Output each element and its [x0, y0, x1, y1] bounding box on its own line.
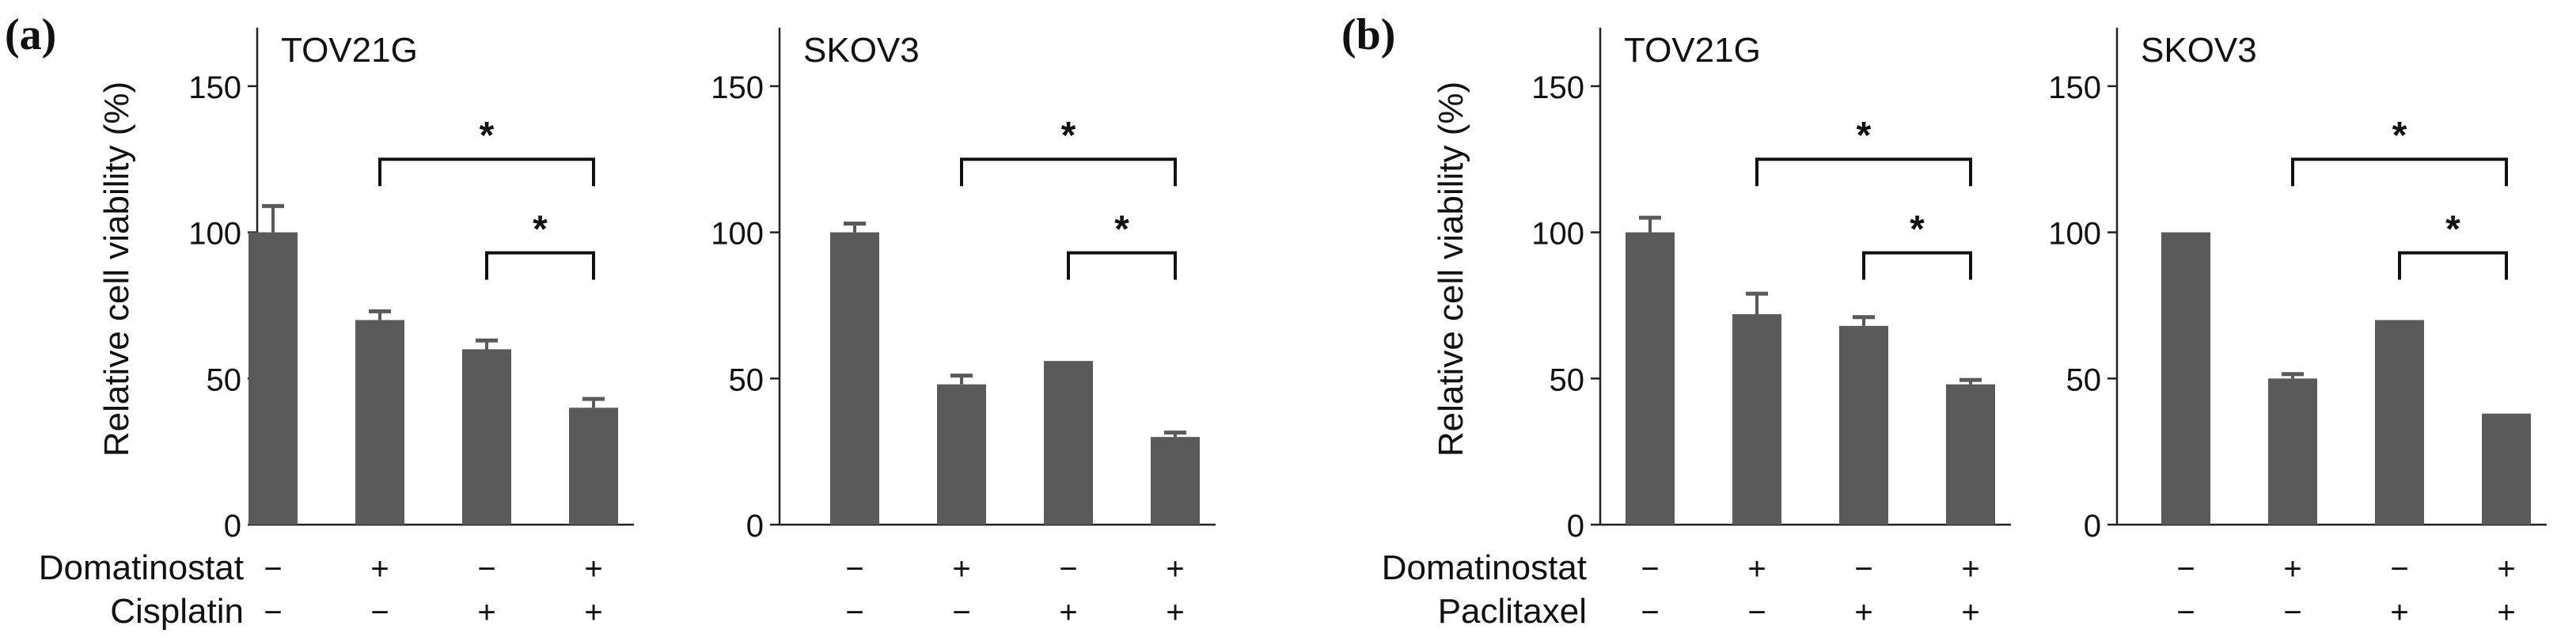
bar [2268, 378, 2317, 525]
treatment-mark: + [1747, 552, 1766, 586]
significance-bracket [1067, 251, 1177, 280]
significance-star: * [480, 115, 495, 157]
treatment-mark: − [2283, 595, 2301, 630]
treatment-mark: + [370, 552, 389, 586]
treatment-mark: + [477, 595, 495, 630]
significance-star: * [2445, 208, 2460, 250]
chart-b-skov3: 0 50 100 150 SKOV3 * * − + − + − − + + [2048, 28, 2547, 630]
y-tick-label: 100 [1531, 217, 1584, 252]
bar [569, 408, 618, 525]
treatment-mark: + [1059, 595, 1077, 630]
significance-bracket [2398, 251, 2508, 280]
treatment-mark: + [1961, 552, 1979, 586]
treatment-mark: − [1641, 595, 1659, 630]
treatment-mark: − [845, 552, 863, 586]
treatment-mark: − [1747, 595, 1766, 630]
y-tick-label: 0 [746, 509, 764, 544]
y-tick-label: 0 [224, 509, 241, 544]
bar [2375, 320, 2424, 525]
y-tick-label: 150 [2048, 70, 2101, 105]
bar [2482, 413, 2531, 525]
treatment-mark: − [952, 595, 970, 630]
treatment-label-a-1: Domatinostat [39, 548, 244, 587]
bar [462, 349, 511, 525]
treatment-mark: + [584, 595, 602, 630]
treatment-mark: + [2497, 552, 2515, 586]
treatment-mark: + [584, 552, 602, 586]
significance-bracket [1862, 251, 1972, 280]
treatment-mark: + [1961, 595, 1979, 630]
y-axis-label-a: Relative cell viability (%) [97, 82, 136, 457]
significance-star: * [2392, 115, 2407, 157]
y-tick-label: 0 [2084, 509, 2101, 544]
y-tick-label: 100 [2048, 217, 2101, 252]
bar [937, 384, 986, 525]
treatment-mark: − [477, 552, 495, 586]
bar [355, 320, 404, 525]
chart-a-tov21g: 0 50 100 150 TOV21G * * − + − + − − + + [188, 28, 634, 630]
bar [1626, 232, 1675, 525]
y-tick-label: 0 [1567, 509, 1584, 544]
charts-layer: 0 50 100 150 TOV21G * * − + − + − − + +0 50 100 150 SKOV3 *… [188, 28, 2547, 630]
treatment-mark: − [2176, 595, 2195, 630]
y-tick-label: 50 [729, 362, 764, 397]
treatment-mark: − [2176, 552, 2195, 586]
bar [248, 232, 298, 525]
y-tick-label: 150 [711, 70, 764, 105]
panel-b-label: (b) [1341, 10, 1395, 59]
significance-bracket [2291, 157, 2508, 187]
chart-title: TOV21G [1624, 31, 1761, 70]
treatment-mark: + [1854, 595, 1872, 630]
treatment-label-a-2: Cisplatin [110, 592, 244, 631]
y-tick-label: 50 [2066, 362, 2102, 397]
treatment-label-b-2: Paclitaxel [1438, 592, 1587, 631]
chart-title: SKOV3 [2141, 31, 2257, 70]
significance-bracket [960, 157, 1177, 187]
treatment-mark: + [2283, 552, 2301, 586]
chart-b-tov21g: 0 50 100 150 TOV21G * * − + − + − − + + [1531, 28, 2011, 630]
y-tick-label: 100 [711, 217, 764, 252]
chart-a-skov3: 0 50 100 150 SKOV3 * * − + − + − − + + [711, 28, 1216, 630]
bar [2161, 232, 2210, 525]
chart-title: TOV21G [281, 31, 418, 70]
chart-title: SKOV3 [803, 31, 920, 70]
bar [1946, 384, 1995, 525]
bar [1732, 314, 1781, 525]
y-axis-label-b: Relative cell viability (%) [1432, 82, 1470, 457]
significance-star: * [1114, 208, 1129, 250]
treatment-mark: + [1166, 552, 1184, 586]
bar [830, 232, 879, 525]
treatment-mark: − [1641, 552, 1659, 586]
bar [1151, 437, 1200, 525]
significance-star: * [1061, 115, 1076, 157]
treatment-mark: + [952, 552, 970, 586]
y-tick-label: 50 [1550, 362, 1585, 397]
y-tick-label: 100 [188, 217, 241, 252]
significance-bracket [485, 251, 595, 280]
treatment-mark: − [1854, 552, 1872, 586]
treatment-mark: + [2497, 595, 2515, 630]
treatment-mark: − [2390, 552, 2408, 586]
y-tick-label: 150 [1531, 70, 1584, 105]
significance-bracket [1755, 157, 1972, 187]
treatment-label-b-1: Domatinostat [1382, 548, 1587, 587]
treatment-mark: + [1166, 595, 1184, 630]
significance-star: * [533, 208, 548, 250]
treatment-mark: + [2390, 595, 2408, 630]
treatment-mark: − [264, 595, 282, 630]
treatment-mark: − [370, 595, 389, 630]
treatment-mark: − [1059, 552, 1077, 586]
treatment-mark: − [264, 552, 282, 586]
bar [1839, 325, 1888, 525]
panel-a-label: (a) [5, 10, 56, 59]
significance-star: * [1910, 208, 1925, 250]
y-tick-label: 50 [207, 362, 242, 397]
y-tick-label: 150 [188, 70, 241, 105]
bar [1044, 361, 1093, 525]
significance-star: * [1857, 115, 1872, 157]
treatment-mark: − [845, 595, 863, 630]
significance-bracket [378, 157, 595, 187]
